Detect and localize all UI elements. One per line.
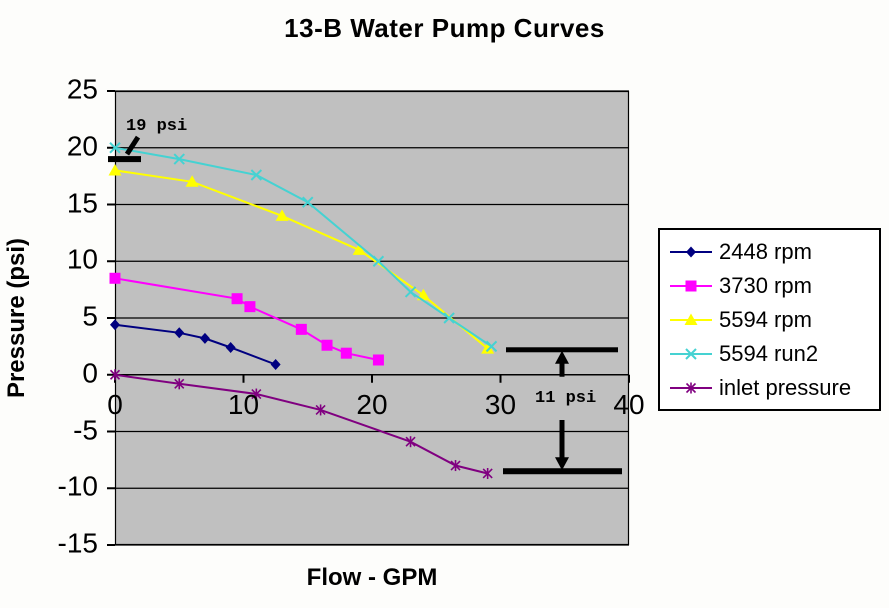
legend-symbol-5594-run2 [685,348,697,360]
plot-canvas [107,90,630,546]
series-marker-5594-run2 [250,169,263,181]
y-tick-label--5: -5 [73,413,98,445]
series-marker-5594-rpm [185,175,199,187]
x-tick-label-10: 10 [227,389,260,420]
series-marker-inlet-pressure [251,388,262,400]
series-marker-5594-run2 [372,255,385,267]
series-line-2448-rpm [114,323,276,366]
legend-item-inlet-pressure: inlet pressure [668,371,879,405]
annotation-11psi-top-bar [506,347,618,353]
y-tick-label-20: 20 [66,130,98,162]
legend-symbol-2448-rpm [686,246,696,258]
plot-area [107,90,630,546]
series-marker-inlet-pressure [405,436,416,447]
annotation-11psi-label: 11 psi [535,389,597,408]
series-marker-2448-rpm [199,332,210,344]
series-marker-2448-rpm [110,319,120,331]
legend-item-5594-run2: 5594 run2 [668,337,879,371]
y-tick-label-15: 15 [66,186,98,218]
series-marker-5594-run2 [302,196,314,208]
series-marker-5594-rpm [352,243,366,255]
y-tick-label-25: 25 [66,73,98,105]
annotation-up-arrowhead [555,350,569,364]
series-marker-3730-rpm [109,272,121,284]
legend-label-3730-rpm: 3730 rpm [719,273,812,298]
annotation-down-arrowhead [555,457,569,471]
legend-item-3730-rpm: 3730 rpm [668,269,879,303]
y-tick-label-10: 10 [66,243,98,275]
x-axis-title: Flow - GPM [306,564,438,591]
annotation-19psi-label: 19 psi [126,117,188,136]
legend-item-5594-rpm: 5594 rpm [668,303,879,337]
legend-symbol-inlet-pressure [685,382,697,394]
series-marker-2448-rpm [270,359,281,371]
series-marker-3730-rpm [340,347,352,359]
series-marker-inlet-pressure [450,460,461,471]
x-tick-label-40: 40 [613,389,645,420]
series-marker-5594-run2 [173,153,185,165]
series-line-3730-rpm [114,277,379,361]
plot-border [114,90,630,546]
series-marker-5594-rpm [481,342,495,354]
legend-marker-2448-rpm [670,246,712,258]
annotation-19psi-leader [124,135,141,156]
series-marker-3730-rpm [321,339,333,351]
series-marker-5594-run2 [404,286,417,298]
series-marker-3730-rpm [244,301,256,313]
y-tick-label-5: 5 [82,300,98,332]
legend-item-2448-rpm: 2448 rpm [668,235,879,269]
chart-title: 13-B Water Pump Curves [284,13,605,43]
series-marker-3730-rpm [231,293,243,305]
x-tick-label-0: 0 [107,389,123,420]
y-tick-label-0: 0 [82,357,98,389]
series-marker-3730-rpm [372,354,384,366]
annotation-19psi-bar [108,156,141,163]
series-line-5594-rpm [114,169,489,350]
series-marker-5594-rpm [108,163,122,176]
legend-symbol-3730-rpm [685,280,697,292]
legend-label-5594-rpm: 5594 rpm [719,307,812,332]
series-marker-5594-run2 [443,312,455,324]
y-tick-label--15: -15 [57,527,98,559]
legend-marker-3730-rpm [670,280,712,292]
annotation-11psi-bottom-bar [503,468,622,475]
legend-label-5594-run2: 5594 run2 [719,341,819,366]
legend-marker-5594-run2 [670,348,712,360]
legend-marker-inlet-pressure [670,382,712,394]
series-marker-inlet-pressure [482,468,493,479]
legend-label-inlet-pressure: inlet pressure [719,375,852,400]
series-marker-2448-rpm [174,327,185,339]
x-tick-label-20: 20 [356,389,388,420]
series-marker-5594-run2 [485,340,498,353]
series-marker-3730-rpm [295,323,307,335]
series-marker-2448-rpm [225,342,236,354]
x-tick-label-30: 30 [484,389,517,420]
series-line-inlet-pressure [114,373,488,475]
legend-symbol-5594-rpm [684,313,698,325]
y-tick-label--10: -10 [57,470,98,502]
series-marker-5594-rpm [275,209,289,221]
series-marker-inlet-pressure [315,404,326,416]
series-line-5594-run2 [114,146,493,348]
legend-label-2448-rpm: 2448 rpm [719,239,812,264]
legend-marker-5594-rpm [670,313,712,325]
legend: 2448 rpm 3730 rpm 5594 rpm 5594 run2 inlet p… [658,228,881,411]
series-marker-5594-run2 [109,142,121,154]
series-marker-inlet-pressure [174,378,185,389]
series-marker-inlet-pressure [109,369,121,380]
